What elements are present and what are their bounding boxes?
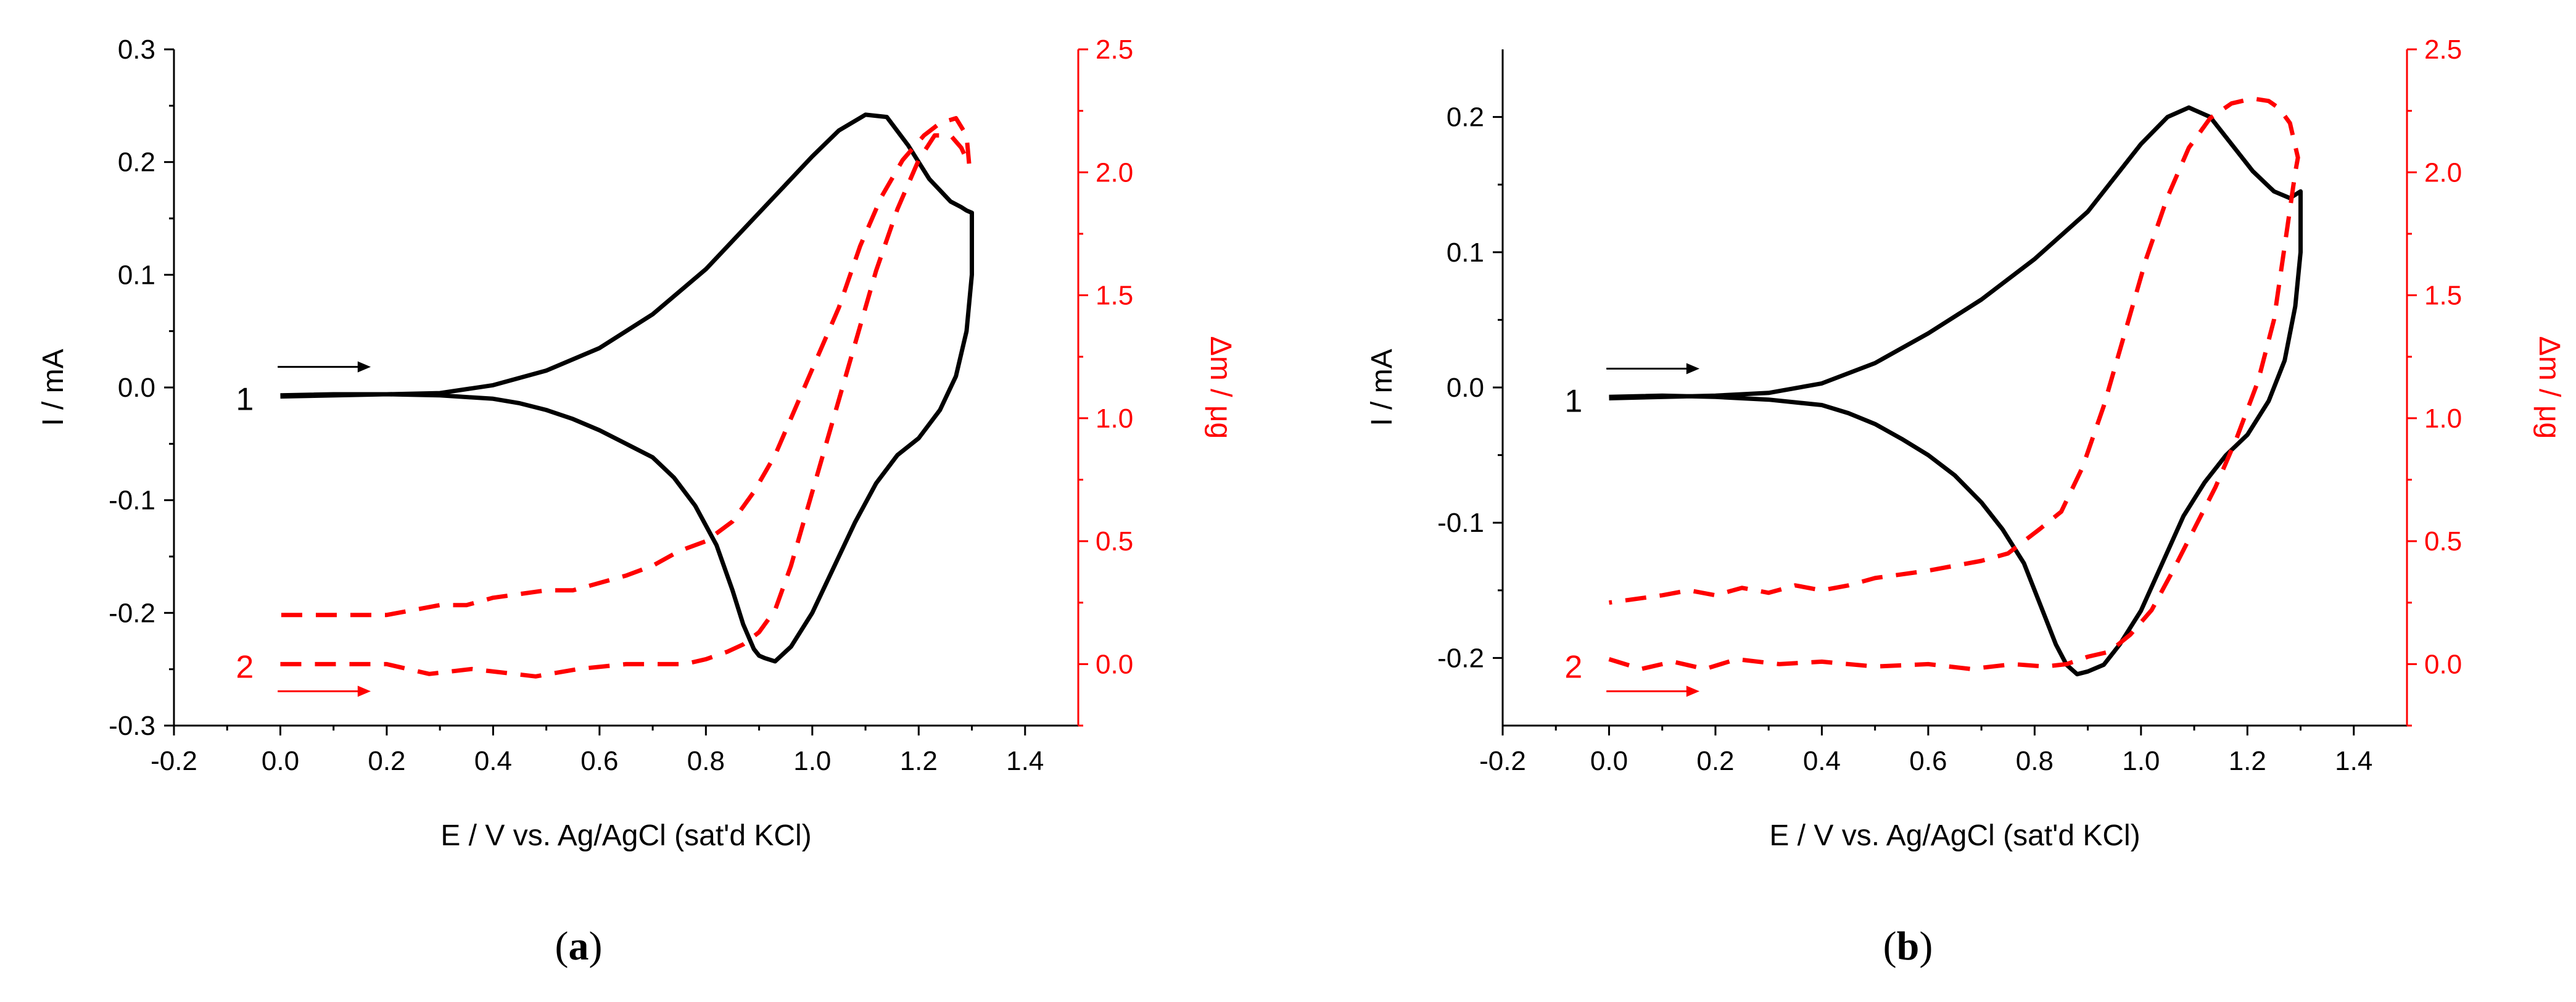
x-axis-label: E / V vs. Ag/AgCl (sat'd KCl)	[1769, 819, 2140, 852]
series-2-label: 2	[236, 649, 254, 685]
arrow-1-head	[1686, 363, 1700, 375]
y-tick-label: -0.2	[1437, 643, 1484, 673]
x-tick-label: 0.8	[687, 746, 725, 776]
x-tick-label: -0.2	[1479, 746, 1526, 776]
arrow-2-head	[1686, 685, 1700, 697]
arrow-2-head	[357, 685, 371, 697]
y-tick-label: -0.1	[109, 486, 155, 516]
y2-tick-label: 2.0	[1096, 157, 1133, 188]
x-tick-label: 1.0	[2122, 746, 2160, 776]
series-2-label: 2	[1564, 649, 1582, 685]
y-tick-label: -0.1	[1437, 508, 1484, 538]
y-axis-label: I / mA	[37, 349, 70, 426]
x-tick-label: 0.6	[580, 746, 618, 776]
y-tick-label: -0.2	[109, 598, 155, 628]
y-tick-label: 0.3	[118, 35, 155, 65]
arrow-1-head	[357, 361, 371, 373]
x-tick-label: 0.4	[474, 746, 512, 776]
series-2-line	[1608, 96, 2300, 671]
y2-tick-label: 0.0	[2424, 649, 2462, 679]
x-tick-label: 0.0	[1590, 746, 1628, 776]
y2-tick-label: 1.0	[1096, 404, 1133, 434]
y-tick-label: 0.0	[118, 373, 155, 403]
x-tick-label: 0.0	[262, 746, 299, 776]
x-tick-label: 1.4	[1006, 746, 1044, 776]
x-tick-label: 1.0	[793, 746, 831, 776]
y-tick-label: 0.1	[118, 260, 155, 290]
x-tick-label: -0.2	[151, 746, 197, 776]
x-tick-label: 0.6	[1909, 746, 1947, 776]
x-tick-label: 1.4	[2335, 746, 2372, 776]
y2-axis-label: Δm / μg	[1204, 336, 1237, 439]
y2-tick-label: 2.0	[2424, 157, 2462, 188]
y-tick-label: 0.2	[1447, 102, 1484, 133]
y2-tick-label: 2.5	[2424, 35, 2462, 65]
y2-tick-label: 0.5	[2424, 526, 2462, 557]
series-1-line	[280, 112, 974, 664]
y2-tick-label: 0.0	[1096, 649, 1133, 679]
y2-tick-label: 1.5	[1096, 281, 1133, 311]
series-1-line	[1609, 105, 2303, 677]
y2-tick-label: 1.0	[2424, 404, 2462, 434]
x-tick-label: 0.8	[2016, 746, 2054, 776]
y-axis-label: I / mA	[1366, 349, 1398, 426]
y2-tick-label: 1.5	[2424, 281, 2462, 311]
y2-tick-label: 2.5	[1096, 35, 1133, 65]
panel-caption: (a)	[555, 924, 603, 969]
panel-caption: (b)	[1883, 924, 1933, 969]
series-2-line	[280, 116, 972, 679]
x-tick-label: 0.2	[1696, 746, 1734, 776]
y2-tick-label: 0.5	[1096, 526, 1133, 557]
x-tick-label: 1.2	[900, 746, 938, 776]
y-tick-label: 0.2	[118, 147, 155, 178]
series-1-label: 1	[1564, 384, 1582, 420]
x-tick-label: 0.2	[368, 746, 405, 776]
y-tick-label: 0.1	[1447, 238, 1484, 268]
chart-panel-b: -0.2 0.0 0.2 0.4 0.6 0.8 1.0 1.2 1.4 -0.2 -0.1 0.0 0…	[1366, 35, 2566, 969]
x-tick-label: 1.2	[2229, 746, 2266, 776]
y-tick-label: -0.3	[109, 711, 155, 741]
y-tick-label: 0.0	[1447, 373, 1484, 403]
x-axis-label: E / V vs. Ag/AgCl (sat'd KCl)	[440, 819, 811, 852]
series-1-label: 1	[236, 382, 254, 418]
y2-axis-label: Δm / μg	[2533, 336, 2566, 439]
x-tick-label: 0.4	[1803, 746, 1841, 776]
chart-panel-a: -0.2 0.0 0.2 0.4 0.6 0.8 1.0 1.2 1.4 -0.3 -0.2 -0.1…	[37, 35, 1237, 969]
